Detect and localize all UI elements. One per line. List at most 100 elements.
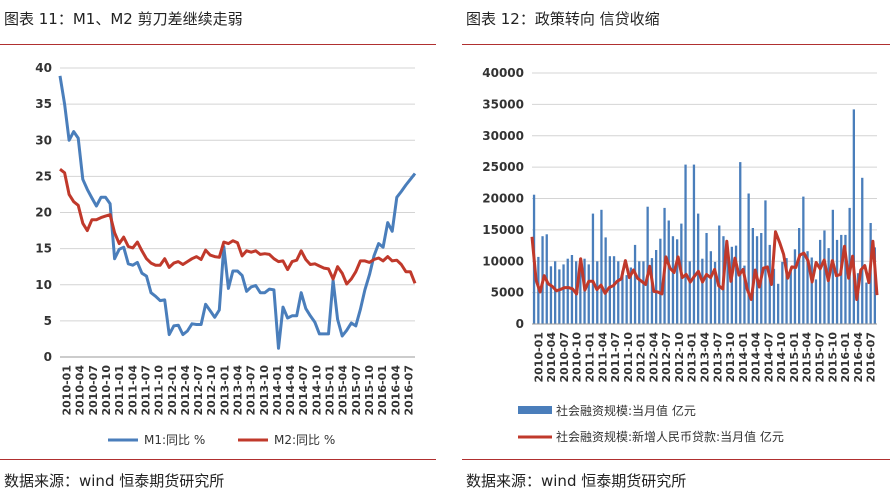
- x-tick-label: 2010-01: [61, 365, 74, 416]
- right-source-rule: [462, 459, 890, 460]
- y-tick-label: 40: [35, 61, 52, 75]
- x-tick-label: 2016-01: [376, 365, 389, 416]
- x-tick-label: 2012-04: [647, 332, 660, 383]
- x-tick-label: 2015-01: [788, 332, 801, 383]
- x-tick-label: 2013-07: [245, 365, 258, 416]
- x-tick-label: 2016-07: [402, 365, 415, 416]
- x-tick-label: 2011-07: [139, 365, 152, 416]
- x-tick-label: 2014-07: [762, 332, 775, 383]
- financing-bar: [671, 236, 675, 324]
- left-source-rule: [0, 459, 436, 460]
- legend-label: 社会融资规模:当月值 亿元: [556, 403, 696, 418]
- financing-bar: [819, 239, 822, 324]
- x-tick-label: 2015-01: [324, 365, 337, 416]
- financing-bar: [798, 228, 801, 324]
- financing-bar: [659, 238, 662, 324]
- financing-bar: [751, 228, 754, 324]
- financing-bar: [802, 196, 805, 324]
- x-tick-label: 2012-07: [192, 365, 205, 416]
- legend-swatch-bar: [518, 406, 552, 414]
- x-tick-label: 2013-10: [258, 365, 271, 416]
- legend-label: 社会融资规模:新增人民币贷款:当月值 亿元: [556, 429, 784, 444]
- x-tick-label: 2016-07: [865, 332, 878, 383]
- x-tick-label: 2010-07: [87, 365, 100, 416]
- financing-bar: [562, 264, 565, 324]
- financing-bar: [768, 244, 771, 324]
- financing-bar: [549, 266, 553, 324]
- financing-bar: [625, 275, 628, 324]
- x-tick-label: 2016-04: [852, 332, 865, 383]
- new-loans-series-line: [530, 230, 879, 301]
- financing-bar: [743, 265, 746, 324]
- financing-bar: [629, 267, 632, 324]
- x-tick-label: 2013-07: [711, 332, 724, 383]
- financing-bar: [713, 261, 717, 324]
- x-tick-label: 2011-04: [596, 332, 609, 383]
- financing-bar: [600, 209, 603, 324]
- financing-bar: [688, 261, 691, 325]
- financing-bar: [806, 251, 809, 324]
- financing-bar: [621, 270, 624, 324]
- legend-label: M2:同比 %: [274, 433, 335, 447]
- y-tick-label: 25000: [482, 160, 524, 174]
- x-tick-label: 2015-10: [826, 332, 839, 383]
- right-chart-source: 数据来源：wind 恒泰期货研究所: [466, 472, 687, 490]
- x-tick-label: 2014-10: [310, 365, 323, 416]
- financing-bar: [772, 268, 776, 324]
- financing-bar: [814, 279, 818, 324]
- x-tick-label: 2015-04: [801, 332, 814, 383]
- y-tick-label: 40000: [482, 66, 524, 80]
- x-tick-label: 2014-01: [737, 332, 750, 383]
- x-tick-label: 2013-01: [218, 365, 231, 416]
- x-tick-label: 2014-04: [750, 332, 763, 383]
- financing-bar: [608, 256, 611, 324]
- x-tick-label: 2010-04: [74, 365, 87, 416]
- x-tick-label: 2012-04: [179, 365, 192, 416]
- financing-bar: [823, 230, 826, 324]
- left-chart-source: 数据来源：wind 恒泰期货研究所: [4, 472, 225, 490]
- y-tick-label: 30000: [482, 129, 524, 143]
- y-tick-label: 15000: [482, 223, 524, 237]
- financing-bar: [558, 269, 561, 324]
- x-tick-label: 2016-01: [839, 332, 852, 383]
- x-tick-label: 2010-10: [571, 332, 584, 383]
- x-tick-label: 2012-07: [660, 332, 673, 383]
- financing-bar: [726, 253, 729, 324]
- financing-bar: [604, 237, 607, 324]
- x-tick-label: 2011-01: [113, 365, 126, 416]
- y-tick-label: 20000: [482, 192, 524, 206]
- financing-bar: [650, 258, 654, 324]
- legend-label: M1:同比 %: [144, 433, 205, 447]
- x-tick-label: 2011-01: [584, 332, 597, 383]
- x-tick-label: 2013-04: [699, 332, 712, 383]
- x-tick-label: 2015-04: [337, 365, 350, 416]
- left-chart-panel: 图表 11：M1、M2 剪刀差继续走弱 0 5 10 15 20 25 30 35 40 2010…: [0, 0, 440, 503]
- x-tick-label: 2013-01: [686, 332, 699, 383]
- right-chart-panel: 图表 12：政策转向 信贷收缩 0 5000 10000 15000 20000 2500…: [462, 0, 894, 503]
- x-tick-label: 2010-10: [100, 365, 113, 416]
- financing-bar: [701, 258, 704, 324]
- financing-bar: [810, 257, 813, 324]
- x-tick-label: 2011-07: [609, 332, 622, 383]
- x-tick-label: 2012-01: [166, 365, 179, 416]
- x-tick-label: 2014-10: [775, 332, 788, 383]
- financing-bar: [844, 234, 847, 324]
- y-tick-label: 10: [35, 278, 52, 292]
- x-tick-label: 2012-10: [673, 332, 686, 383]
- y-tick-label: 35: [35, 97, 52, 111]
- y-tick-label: 15: [35, 242, 52, 256]
- financing-bar: [781, 261, 784, 324]
- financing-bar: [789, 271, 792, 324]
- y-tick-label: 5000: [491, 286, 524, 300]
- financing-bar: [566, 258, 569, 324]
- financing-bar: [747, 193, 750, 324]
- y-tick-label: 0: [44, 350, 52, 364]
- x-tick-label: 2011-10: [153, 365, 166, 416]
- x-tick-label: 2014-04: [284, 365, 297, 416]
- financing-bar: [827, 248, 830, 324]
- x-tick-label: 2013-10: [724, 332, 737, 383]
- m1-series-line: [58, 75, 417, 350]
- financing-bar: [739, 162, 742, 324]
- y-tick-label: 30: [35, 133, 52, 147]
